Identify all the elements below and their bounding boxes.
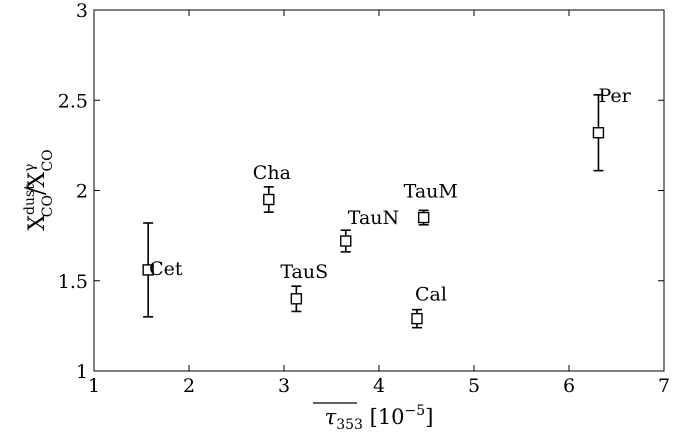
- point-label: Cal: [415, 284, 447, 306]
- x-tick-label: 2: [183, 375, 195, 397]
- x-tick-label: 5: [468, 375, 480, 397]
- point-label: Cet: [149, 258, 183, 280]
- y-tick-label: 1.5: [58, 271, 88, 293]
- x-tick-label: 1: [88, 375, 100, 397]
- data-point: TauS: [280, 261, 328, 313]
- x-tick-label: 4: [373, 375, 385, 397]
- data-point: TauM: [404, 180, 458, 226]
- y-tick-label: 2.5: [58, 90, 88, 112]
- plot-frame: [93, 9, 665, 372]
- x-axis-label: τ353 [10−5]: [325, 403, 434, 433]
- y-tick-label: 3: [76, 0, 88, 22]
- data-point: TauN: [340, 207, 399, 253]
- x-tick-label: 3: [278, 375, 290, 397]
- square-marker: [263, 193, 275, 206]
- point-label: Per: [598, 85, 631, 107]
- tick-labels: 1 2 3 4 5 6 7 1 1.5 2 2.5 3: [58, 0, 670, 397]
- y-axis-label: Xdust CO/Xγ CO: [22, 149, 56, 230]
- square-marker: [290, 293, 303, 305]
- square-marker: [411, 312, 423, 325]
- y-tick-label: 2: [76, 181, 88, 203]
- point-label: TauM: [404, 180, 458, 202]
- square-marker: [592, 127, 605, 139]
- y-tick-label: 1: [76, 361, 88, 383]
- point-label: TauN: [348, 207, 399, 229]
- point-label: TauS: [280, 261, 328, 283]
- data-point: Cal: [411, 284, 447, 329]
- axis-ticks: [93, 9, 665, 372]
- x-tick-label: 7: [658, 375, 670, 397]
- x-tick-label: 6: [563, 375, 575, 397]
- square-marker: [340, 235, 352, 247]
- square-marker: [142, 264, 154, 276]
- data-point: Per: [592, 85, 632, 172]
- square-marker: [417, 211, 430, 224]
- data-point: Cha: [253, 162, 291, 213]
- data-point: Cet: [142, 222, 183, 318]
- point-label: Cha: [253, 162, 291, 184]
